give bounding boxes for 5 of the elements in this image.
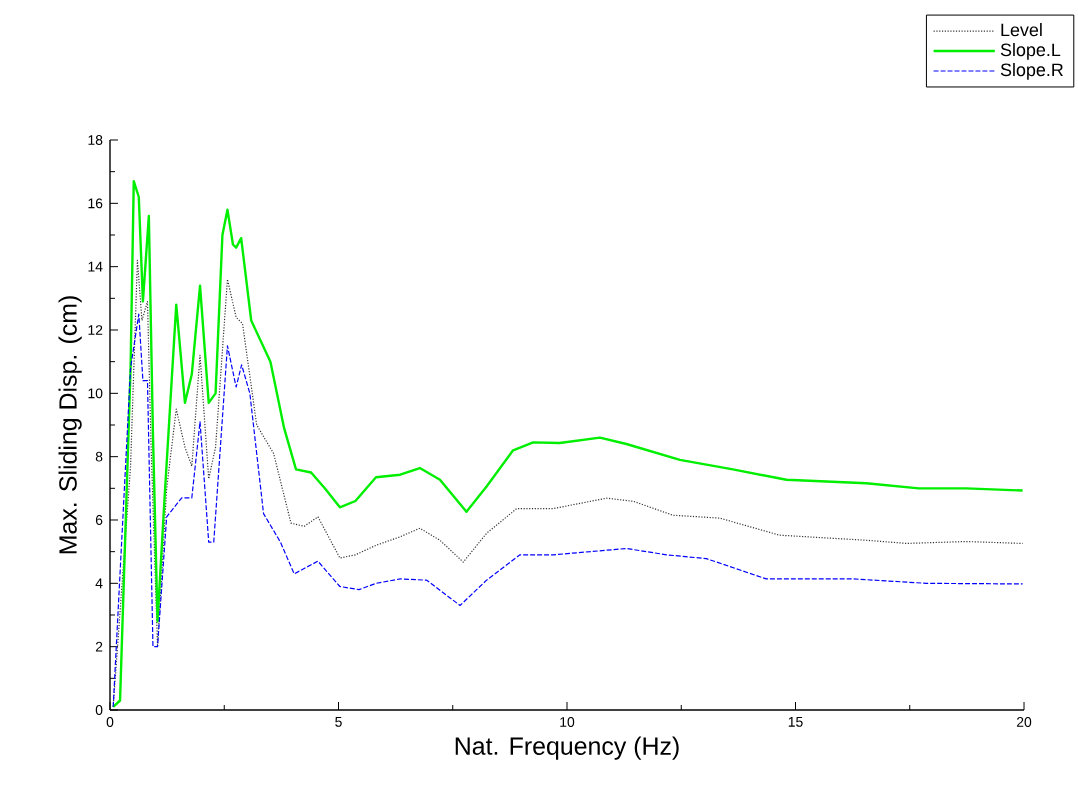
y-axis-title: Max. Sliding Disp. (cm) xyxy=(58,296,82,554)
legend-label: Level xyxy=(1001,23,1042,37)
legend-label: Slope.L xyxy=(1000,43,1061,60)
legend-label: Slope.R xyxy=(1000,62,1063,80)
x-axis-title: Nat. Frequency (Hz) xyxy=(455,736,679,760)
